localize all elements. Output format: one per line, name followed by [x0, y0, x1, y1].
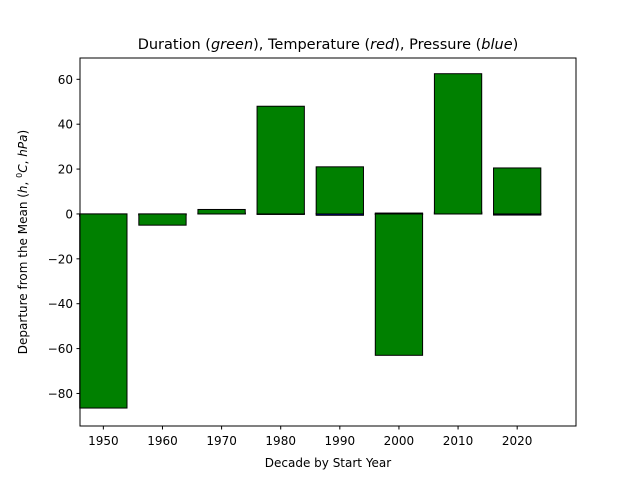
bar-duration-1960 — [138, 213, 187, 226]
x-tick-label: 2010 — [443, 434, 474, 448]
bar-duration-2010 — [433, 73, 483, 215]
x-tick-label: 1960 — [147, 434, 178, 448]
y-tick-label: −80 — [48, 387, 73, 401]
y-tick-label: 0 — [65, 207, 73, 221]
x-tick-label: 1990 — [325, 434, 356, 448]
y-tick-label: −20 — [48, 252, 73, 266]
x-tick-label: 2000 — [384, 434, 415, 448]
x-ticks: 1950 1960 1970 1980 1990 2000 2010 2020 — [88, 426, 532, 448]
x-tick-label: 1980 — [265, 434, 296, 448]
x-tick-label: 1950 — [88, 434, 119, 448]
y-tick-label: −60 — [48, 342, 73, 356]
chart-title: Duration (green), Temperature (red), Pre… — [138, 37, 519, 53]
y-tick-label: 20 — [58, 163, 73, 177]
bar-duration-1970 — [197, 208, 246, 215]
x-tick-label: 2020 — [502, 434, 533, 448]
bars-layer — [79, 73, 542, 409]
x-axis-label: Decade by Start Year — [265, 456, 392, 470]
bar-duration-1980 — [256, 105, 305, 215]
plot-frame — [79, 57, 577, 427]
bar-duration-2000 — [374, 213, 424, 356]
bar-duration-1950 — [79, 213, 128, 409]
x-tick-label: 1970 — [206, 434, 237, 448]
y-tick-label: 40 — [58, 118, 73, 132]
bar-duration-1990 — [315, 166, 364, 215]
y-tick-label: −40 — [48, 297, 73, 311]
bar-duration-2020 — [493, 167, 542, 215]
y-axis-label: Departure from the Mean (h, 0C, hPa) — [15, 130, 30, 354]
y-tick-label: 60 — [58, 73, 73, 87]
y-ticks: −80 −60 −40 −20 0 20 40 60 — [48, 73, 80, 401]
